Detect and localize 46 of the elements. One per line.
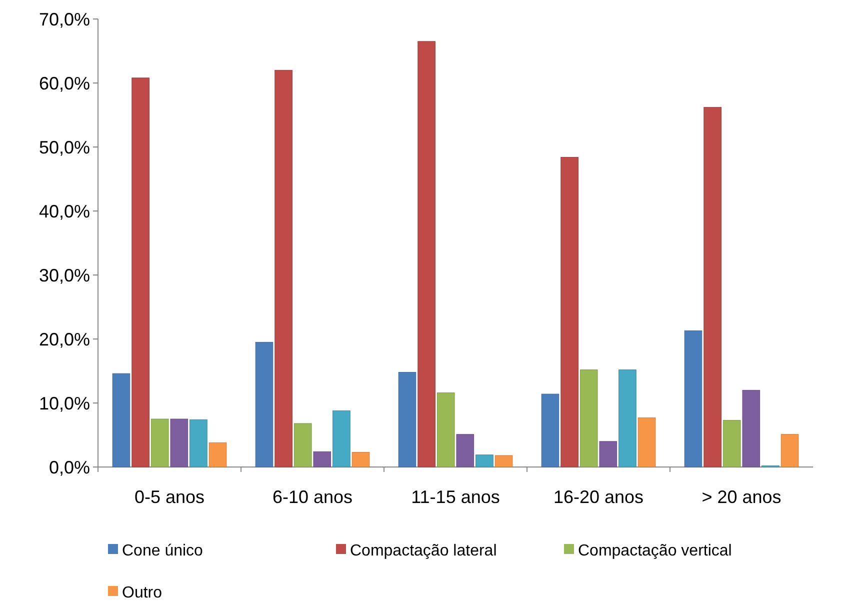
y-tick-label: 0,0% [48,457,90,478]
y-tick-label: 60,0% [38,73,90,94]
bar [560,156,578,468]
x-tick-label: 11-15 anos [411,487,500,507]
bar [112,373,130,468]
x-tick-label: 6-10 anos [272,487,353,507]
bar [456,434,474,468]
bar [208,442,227,468]
bar [580,369,598,468]
bar [398,372,416,468]
y-tick-label: 50,0% [38,137,90,158]
y-tick-label: 30,0% [38,265,90,286]
x-tick-label: 0-5 anos [134,487,205,507]
bar [170,418,188,468]
bar [274,70,292,468]
bar [684,330,702,468]
bar [722,420,741,468]
legend-label: Compactação lateral [350,542,497,560]
bar [313,451,332,468]
bar [494,455,513,468]
bar [352,452,370,468]
bar [476,454,494,468]
bar [780,434,799,468]
bar [150,418,169,468]
bar [541,394,560,468]
bar [132,78,150,468]
y-tick-label: 70,0% [38,9,90,30]
bar [436,392,455,468]
bar [418,41,436,468]
legend-label: Compactação vertical [578,542,732,560]
x-tick-label: 16-20 anos [553,487,644,507]
y-tick-label: 10,0% [38,393,90,414]
legend-label: Cone único [122,542,204,560]
bar [599,441,618,468]
y-tick-label: 20,0% [38,329,90,350]
bar [742,390,760,468]
bar [255,342,274,468]
bar [638,417,656,468]
bar [332,410,350,468]
y-tick-label: 40,0% [38,201,90,222]
x-tick-label: > 20 anos [702,487,782,507]
bar [190,419,208,468]
bar [704,107,722,468]
bar [294,423,312,468]
bar [618,369,636,468]
legend-label: Outro [122,584,162,602]
